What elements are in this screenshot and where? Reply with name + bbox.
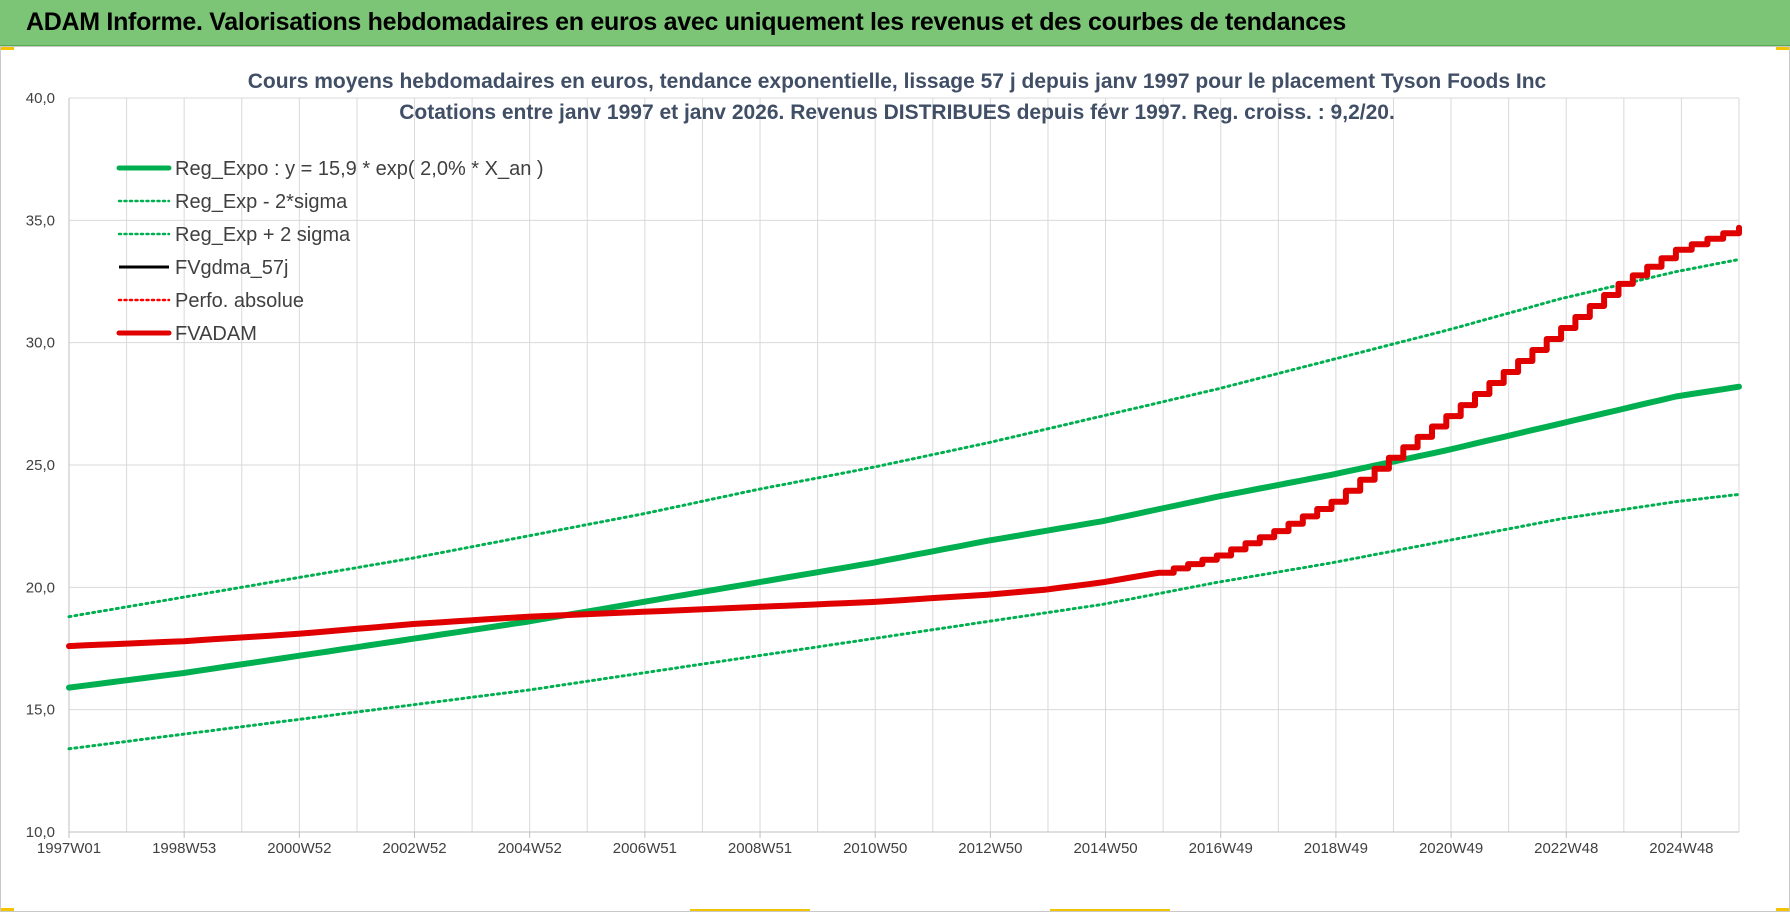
chart-frame: 10,0 15,0 20,0 25,0 30,0 35,0 40,0 1997W01 1998W… <box>0 46 1790 912</box>
x-tick-label: 2022W48 <box>1534 840 1598 857</box>
chart-title-line-2: Cotations entre janv 1997 et janv 2026. … <box>399 101 1395 124</box>
x-tick-label: 2008W51 <box>728 840 792 857</box>
chart-plot: 10,0 15,0 20,0 25,0 30,0 35,0 40,0 1997W01 1998W… <box>26 70 1742 857</box>
series-layer <box>66 224 1742 751</box>
chart-title: Cours moyens hebdomadaires en euros, ten… <box>248 70 1547 124</box>
bottom-accent-1 <box>690 909 810 912</box>
legend-label-fvgdma-57j: FVgdma_57j <box>175 257 288 279</box>
x-tick-label: 1997W01 <box>37 840 101 857</box>
x-tick-label: 2002W52 <box>382 840 446 857</box>
x-tick-label: 2016W49 <box>1189 840 1253 857</box>
y-tick-label: 10,0 <box>26 824 55 841</box>
legend-label-reg-exp-2-sigma: Reg_Exp - 2*sigma <box>175 191 348 213</box>
report-banner: ADAM Informe. Valorisations hebdomadaire… <box>0 0 1790 46</box>
x-tick-label: 2018W49 <box>1304 840 1368 857</box>
y-tick-label: 15,0 <box>26 702 55 719</box>
axis-layer: 10,0 15,0 20,0 25,0 30,0 35,0 40,0 1997W01 1998W… <box>26 90 1739 857</box>
x-tick-label: 2020W49 <box>1419 840 1483 857</box>
x-tick-label: 2006W51 <box>613 840 677 857</box>
corner-accent-top-right <box>1776 46 1790 50</box>
series-reg-exp-2-sigma <box>67 492 1741 751</box>
y-tick-label: 40,0 <box>26 90 55 107</box>
corner-accent-top-left <box>0 46 14 50</box>
x-tick-label: 1998W53 <box>152 840 216 857</box>
x-tick-label: 2000W52 <box>267 840 331 857</box>
legend-label-perfo-absolue: Perfo. absolue <box>175 290 304 312</box>
series-fvadam <box>66 224 1742 650</box>
corner-accent-bottom-left <box>0 908 14 912</box>
series-reg-expo-y-15-9-exp-2-0-x-an <box>66 383 1742 691</box>
x-tick-label: 2014W50 <box>1073 840 1137 857</box>
y-tick-label: 20,0 <box>26 579 55 596</box>
legend-label-reg-expo-y-15-9-exp-2-0-x-an: Reg_Expo : y = 15,9 * exp( 2,0% * X_an ) <box>175 158 544 180</box>
bottom-accent-2 <box>1050 909 1170 912</box>
x-tick-label: 2004W52 <box>498 840 562 857</box>
x-tick-label: 2010W50 <box>843 840 907 857</box>
y-tick-label: 35,0 <box>26 212 55 229</box>
y-tick-label: 25,0 <box>26 457 55 474</box>
legend-label-fvadam: FVADAM <box>175 323 257 345</box>
chart-title-line-1: Cours moyens hebdomadaires en euros, ten… <box>248 70 1547 93</box>
series-reg-exp-2-sigma <box>67 258 1741 619</box>
legend-label-reg-exp-2-sigma: Reg_Exp + 2 sigma <box>175 224 351 246</box>
corner-accent-bottom-right <box>1776 908 1790 912</box>
chart-legend: Reg_Expo : y = 15,9 * exp( 2,0% * X_an )… <box>116 158 544 345</box>
report-title: ADAM Informe. Valorisations hebdomadaire… <box>26 8 1347 36</box>
y-tick-label: 30,0 <box>26 335 55 352</box>
x-tick-label: 2024W48 <box>1649 840 1713 857</box>
x-tick-label: 2012W50 <box>958 840 1022 857</box>
grid-layer <box>68 97 1740 833</box>
